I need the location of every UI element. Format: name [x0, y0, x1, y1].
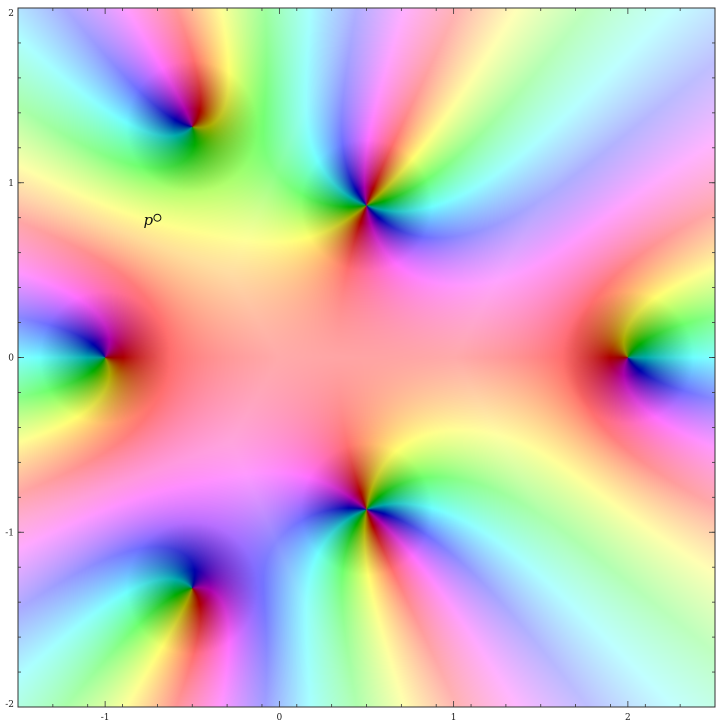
x-tick-label: 0 — [277, 713, 283, 723]
y-tick-label: 2 — [8, 9, 14, 19]
x-tick-label: 1 — [451, 713, 457, 723]
x-tick-labels: -1 0 1 2 — [101, 713, 631, 723]
y-tick-label: 1 — [8, 179, 14, 189]
x-tick-label: -1 — [101, 713, 110, 723]
x-tick-label: 2 — [625, 713, 631, 723]
y-tick-label: 0 — [8, 354, 14, 364]
y-tick-label: -1 — [5, 528, 14, 538]
domain-coloring-area — [18, 8, 715, 707]
domain-coloring-canvas — [18, 8, 715, 707]
annotation-label: p — [143, 211, 153, 229]
ticks — [17, 7, 716, 708]
y-tick-label: -2 — [5, 700, 14, 710]
annotation-marker — [153, 213, 162, 222]
y-tick-labels: 2 1 0 -1 -2 — [5, 9, 14, 710]
